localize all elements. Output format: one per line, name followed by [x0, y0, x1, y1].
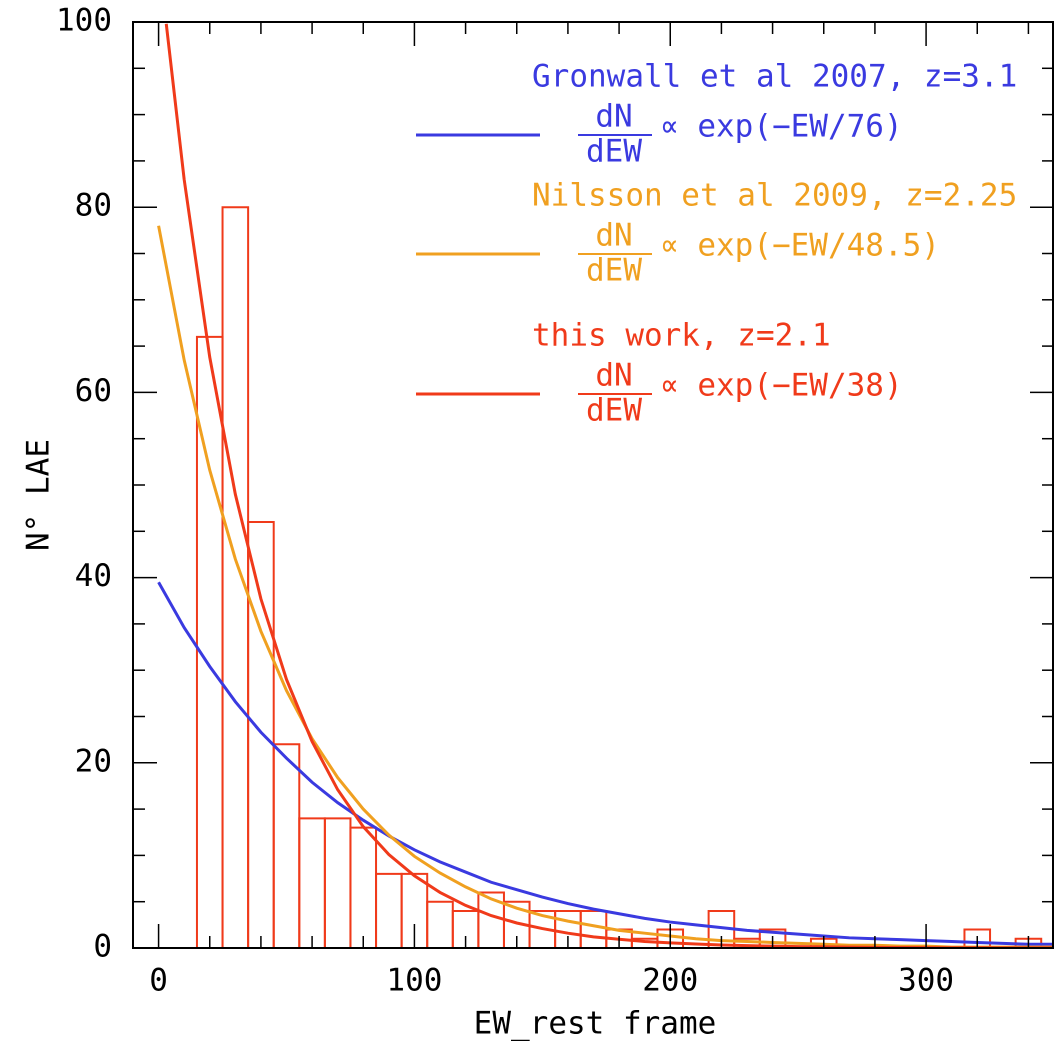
histogram-bar	[375, 872, 403, 948]
histogram-bar	[349, 826, 378, 948]
histogram-bar	[963, 928, 992, 948]
x-tick-label: 300	[898, 963, 954, 999]
legend-formula-denominator: dEW	[586, 134, 642, 170]
curve	[157, 581, 1054, 946]
histogram-bar	[272, 743, 301, 948]
y-tick-label: 100	[56, 3, 112, 39]
legend-formula-denominator: dEW	[586, 393, 642, 429]
legend-label: this work, z=2.1	[532, 318, 831, 354]
legend-formula-denominator: dEW	[586, 253, 642, 289]
legend-formula: ∝ exp(−EW/48.5)	[660, 228, 940, 264]
plot-area	[157, 23, 1054, 948]
y-tick-label: 20	[75, 743, 112, 779]
histogram-bar	[247, 521, 275, 948]
legend-label: Gronwall et al 2007, z=3.1	[532, 59, 1017, 95]
x-tick-label: 0	[149, 963, 168, 999]
y-tick-label: 40	[75, 558, 112, 594]
y-tick-label: 0	[93, 929, 112, 965]
legend-formula-numerator: dN	[595, 358, 632, 394]
histogram-bar	[298, 817, 326, 948]
legend-formula-numerator: dN	[595, 99, 632, 135]
legend-label: Nilsson et al 2009, z=2.25	[532, 178, 1017, 214]
x-tick-label: 200	[642, 963, 698, 999]
histogram-bar	[426, 900, 454, 948]
y-tick-label: 80	[75, 188, 112, 224]
x-tick-label: 100	[386, 963, 442, 999]
legend-formula-numerator: dN	[595, 218, 632, 254]
legend-formula: ∝ exp(−EW/76)	[660, 109, 903, 145]
y-axis-label: N° LAE	[21, 439, 57, 551]
histogram-bar	[758, 928, 787, 948]
x-axis-label: EW_rest frame	[474, 1006, 717, 1042]
histogram-bar	[323, 817, 352, 948]
legend-formula: ∝ exp(−EW/38)	[660, 368, 903, 404]
histogram-bar	[579, 909, 608, 948]
histogram-bar	[221, 206, 250, 948]
y-tick-label: 60	[75, 373, 112, 409]
